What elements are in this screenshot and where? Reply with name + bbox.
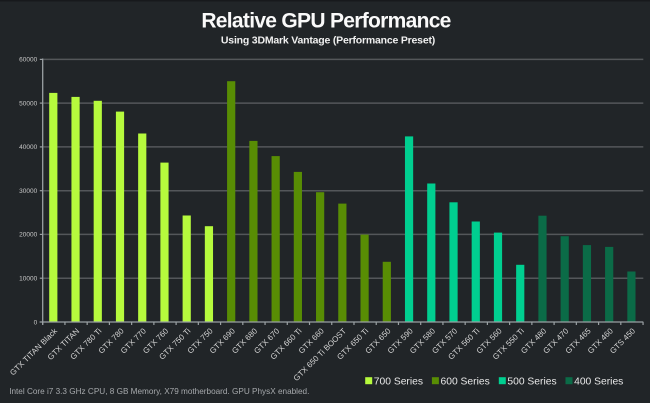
svg-text:500 Series: 500 Series bbox=[507, 376, 556, 387]
svg-text:0: 0 bbox=[34, 319, 38, 326]
svg-text:Intel Core i7 3.3 GHz CPU, 8 G: Intel Core i7 3.3 GHz CPU, 8 GB Memory, … bbox=[9, 387, 309, 396]
svg-text:Relative GPU Performance: Relative GPU Performance bbox=[201, 10, 450, 33]
svg-text:10000: 10000 bbox=[19, 276, 37, 283]
svg-text:20000: 20000 bbox=[19, 232, 37, 239]
svg-text:40000: 40000 bbox=[19, 144, 37, 151]
svg-text:700 Series: 700 Series bbox=[374, 376, 423, 387]
svg-text:400 Series: 400 Series bbox=[574, 376, 623, 387]
svg-text:600 Series: 600 Series bbox=[441, 376, 490, 387]
svg-text:50000: 50000 bbox=[19, 100, 37, 107]
svg-text:Using 3DMark Vantage (Performa: Using 3DMark Vantage (Performance Preset… bbox=[221, 35, 435, 47]
svg-text:60000: 60000 bbox=[19, 57, 37, 64]
svg-text:30000: 30000 bbox=[19, 188, 37, 195]
